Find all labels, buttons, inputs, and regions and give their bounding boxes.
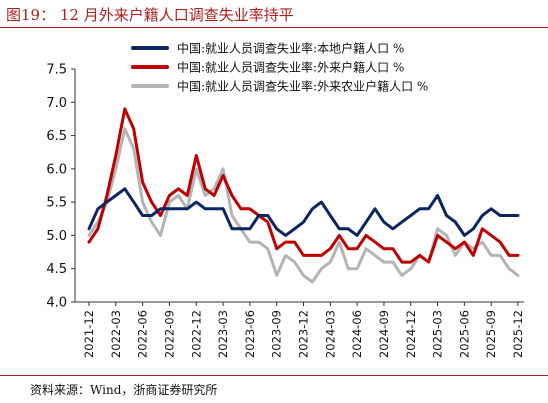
x-tick-label: 2023-12 [297,310,311,358]
x-tick-label: 2021-12 [82,310,96,358]
series-line-local [87,187,520,237]
x-tick-label: 2023-03 [216,310,230,358]
x-tick-label: 2024-03 [323,310,337,358]
x-tick-label: 2022-03 [109,310,123,358]
y-tick-label: 6.0 [46,162,67,177]
x-tick-label: 2022-09 [162,310,176,358]
legend-label-migrant_agri: 中国:就业人员调查失业率:外来农业户籍人口 % [177,79,428,94]
x-tick-label: 2022-12 [189,310,203,358]
chart-axes: 4.0 4.5 5.0 5.5 6.0 6.5 7.0 7.5 2021-12 2022-03 20… [46,63,525,359]
y-tick-label: 4.0 [46,296,67,311]
y-tick-label: 5.5 [46,196,67,211]
y-tick-label: 5.0 [46,229,67,244]
source-note: 资料来源：Wind，浙商证券研究所 [30,383,218,397]
x-tick-label: 2024-06 [350,310,364,358]
y-tick-label: 6.5 [46,129,67,144]
x-tick-label: 2023-06 [243,310,257,358]
x-tick-label: 2024-09 [377,310,391,358]
y-tick-label: 4.5 [46,262,67,277]
series-line-migrant [87,107,520,264]
series-layer [87,107,520,284]
title-divider [0,27,548,28]
legend-label-migrant: 中国:就业人员调查失业率:外来户籍人口 % [177,60,404,75]
x-tick-label: 2025-03 [431,310,445,358]
x-tick-label: 2025-06 [457,310,471,358]
x-tick-label: 2023-09 [270,310,284,358]
y-tick-label: 7.0 [46,96,67,111]
x-tick-label: 2024-12 [404,310,418,358]
x-tick-label: 2025-09 [484,310,498,358]
x-tick-label: 2025-12 [511,310,525,358]
series-line-migrant_agri [87,127,520,284]
legend-label-local: 中国:就业人员调查失业率:本地户籍人口 % [177,41,404,56]
chart-legend: 中国:就业人员调查失业率:本地户籍人口 % 中国:就业人员调查失业率:外来户籍人口… [131,41,428,94]
y-tick-label: 7.5 [46,63,67,78]
x-tick-label: 2022-06 [136,310,150,358]
bottom-divider [0,375,548,376]
figure-title: 图19： 12 月外来户籍人口调查失业率持平 [6,6,294,24]
